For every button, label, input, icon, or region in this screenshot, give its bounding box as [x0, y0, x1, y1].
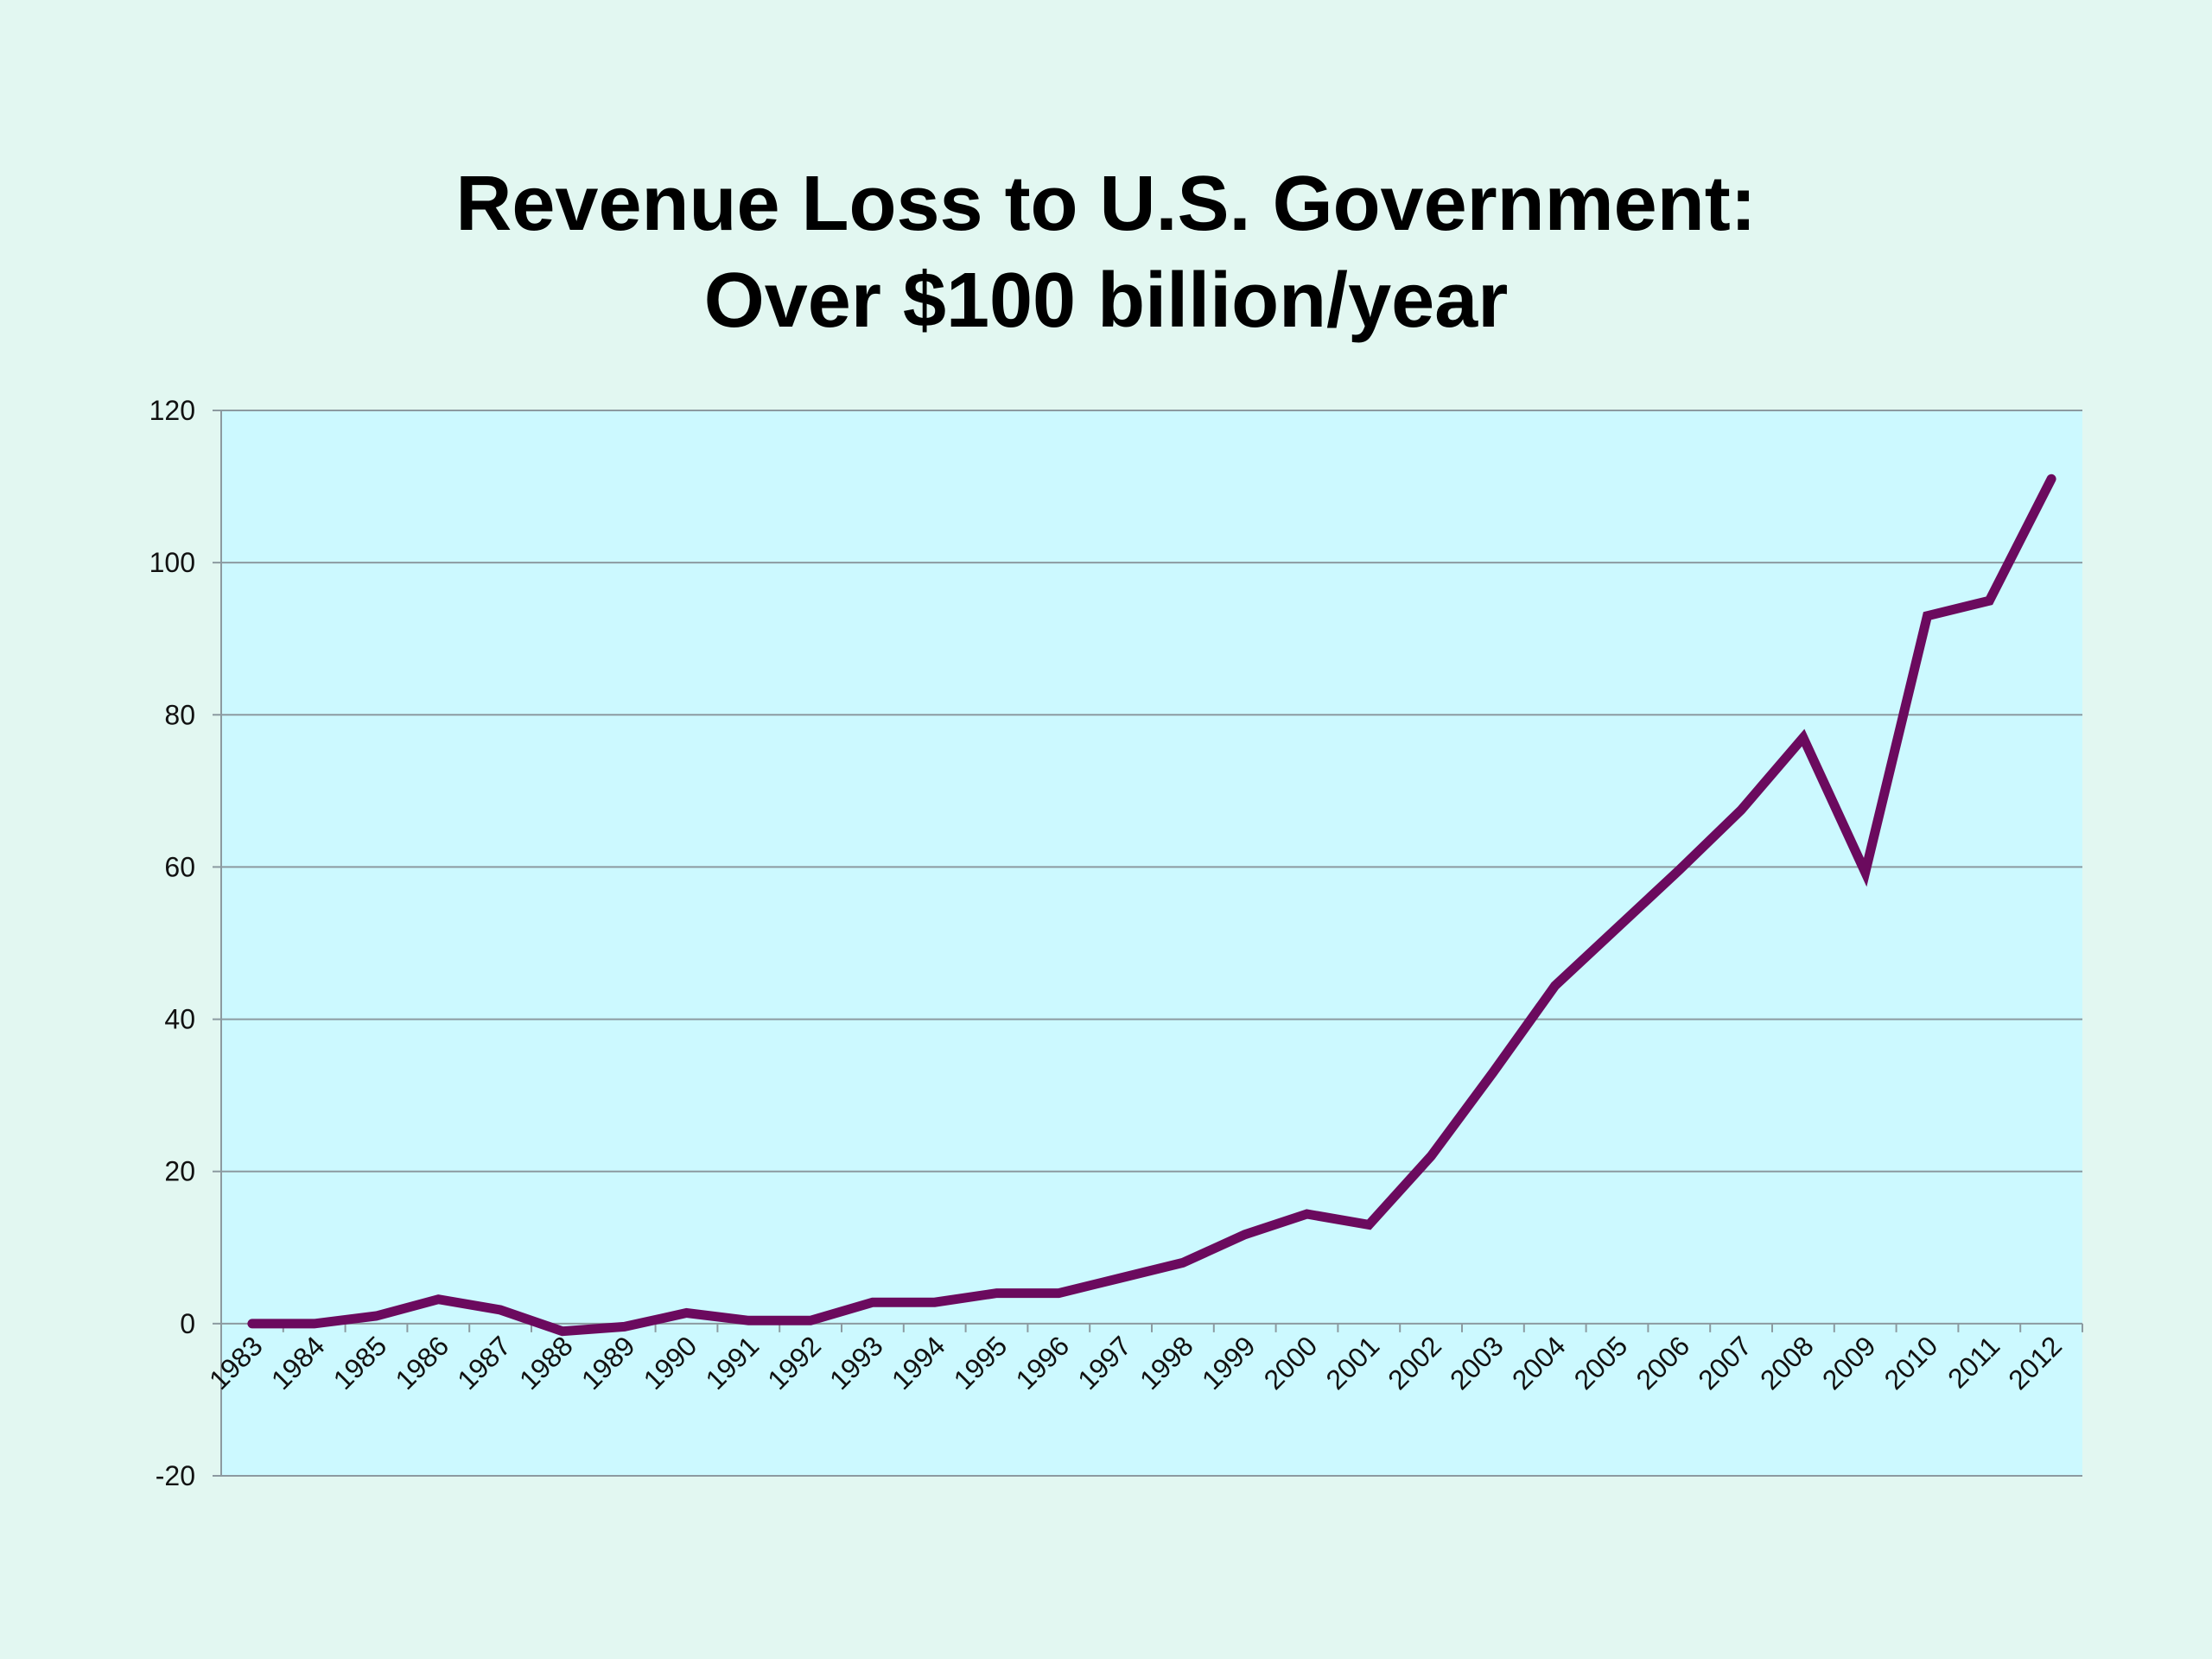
- data-point: [1118, 1275, 1124, 1281]
- chart-title-line-2: Over $100 billion/year: [703, 257, 1509, 344]
- chart-title-line-1: Revenue Loss to U.S. Government:: [455, 161, 1757, 247]
- plot-area: [221, 410, 2082, 1476]
- data-point: [1304, 1211, 1310, 1217]
- y-tick-label: 20: [164, 1156, 195, 1187]
- data-point: [1738, 807, 1745, 813]
- data-point: [1056, 1290, 1062, 1296]
- y-tick-label: 100: [149, 547, 195, 578]
- data-point: [1676, 867, 1682, 873]
- data-point: [1986, 598, 1993, 604]
- data-point: [1800, 734, 1806, 741]
- axes: [220, 410, 2083, 1476]
- y-tick-label: -20: [156, 1460, 195, 1491]
- data-point: [746, 1318, 752, 1324]
- y-tick-label: 120: [149, 395, 195, 426]
- data-point: [994, 1290, 1000, 1296]
- data-point: [311, 1320, 317, 1326]
- gridlines: [213, 410, 2082, 1477]
- y-tick-label: 60: [164, 851, 195, 882]
- data-point: [1179, 1260, 1185, 1266]
- data-point: [1242, 1231, 1248, 1237]
- data-point: [683, 1310, 690, 1316]
- data-point: [1924, 613, 1930, 619]
- y-tick-labels: -20 0 20 40 60 80 100 120: [149, 395, 195, 1491]
- data-point: [931, 1300, 938, 1306]
- data-point: [1428, 1154, 1434, 1160]
- chart-title: Revenue Loss to U.S. Government: Over $1…: [0, 156, 2212, 349]
- data-point: [1490, 1070, 1496, 1076]
- data-point: [621, 1324, 627, 1330]
- y-tick-label: 80: [164, 699, 195, 730]
- data-point: [869, 1300, 875, 1306]
- data-point: [1552, 982, 1558, 988]
- y-tick-label: 40: [164, 1004, 195, 1035]
- data-point: [1614, 925, 1620, 931]
- y-tick-label: 0: [180, 1308, 195, 1339]
- data-point: [498, 1307, 504, 1313]
- data-point: [2049, 476, 2055, 482]
- data-point: [435, 1296, 442, 1302]
- data-point: [808, 1318, 814, 1324]
- data-point: [559, 1328, 565, 1334]
- series: [247, 474, 2056, 1337]
- series-line-0: [247, 474, 2056, 1337]
- data-point: [373, 1313, 379, 1319]
- data-point: [249, 1320, 255, 1326]
- data-point: [1366, 1222, 1372, 1228]
- data-point: [1862, 869, 1868, 875]
